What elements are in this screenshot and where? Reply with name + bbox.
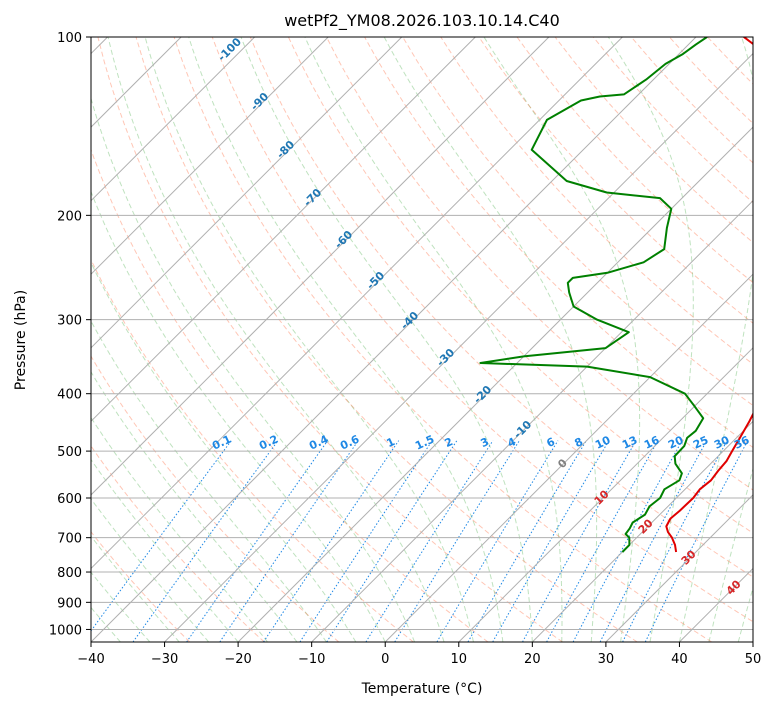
moist-adiabat — [678, 37, 753, 642]
x-tick-label: 20 — [524, 652, 541, 667]
x-tick-label: −40 — [77, 652, 104, 667]
y-tick-label: 900 — [57, 596, 82, 611]
y-tick-label: 800 — [57, 566, 82, 581]
mixing-ratio-line — [186, 440, 329, 642]
moist-adiabat — [383, 37, 598, 642]
mixing-ratio-line — [467, 440, 587, 642]
isotherm-line — [91, 37, 403, 349]
y-tick-label: 1000 — [49, 623, 82, 638]
chart-title: wetPf2_YM08.2026.103.10.14.C40 — [284, 11, 560, 31]
y-tick-label: 100 — [57, 31, 82, 46]
isotherm-line — [237, 126, 753, 642]
dry-adiabat — [326, 37, 753, 491]
y-tick-label: 700 — [57, 532, 82, 547]
y-tick-label: 600 — [57, 492, 82, 507]
moist-adiabat — [91, 416, 268, 642]
isotherm-line — [91, 37, 256, 202]
x-tick-label: 30 — [598, 652, 615, 667]
x-tick-label: 40 — [671, 652, 688, 667]
x-tick-label: −10 — [298, 652, 325, 667]
mixing-ratio-line — [299, 440, 433, 642]
x-tick-label: 50 — [745, 652, 762, 667]
grid-lines — [91, 37, 753, 642]
plot-area: -100-90-80-70-60-50-40-30-20-10010203040… — [91, 37, 753, 642]
temperature-trace — [665, 37, 753, 553]
plot-frame — [90, 36, 754, 643]
dry-adiabat — [91, 355, 340, 642]
isotherm-line — [605, 494, 753, 642]
moist-adiabat — [607, 37, 694, 642]
mixing-ratio-label: 13 — [620, 433, 639, 451]
moist-adiabats — [91, 37, 753, 642]
moist-adiabat — [304, 37, 563, 642]
mixing-ratio-label: 30 — [712, 433, 732, 451]
y-tick-label: 500 — [57, 445, 82, 460]
dry-adiabat — [91, 445, 265, 642]
x-tick-label: −20 — [224, 652, 251, 667]
isotherm-line — [164, 52, 753, 642]
dry-adiabat — [402, 37, 753, 407]
mixing-ratio-line — [492, 440, 610, 642]
isotherm-line — [384, 273, 753, 642]
isotherm-line — [311, 199, 753, 642]
moist-adiabat — [708, 467, 753, 642]
isotherm-line — [91, 37, 697, 642]
moist-adiabat — [737, 585, 753, 642]
y-axis: 100 200 300 400 500 600 700 800 900 1000 — [49, 31, 91, 638]
moist-adiabat — [91, 261, 357, 642]
mixing-ratio-line — [219, 440, 359, 642]
isotherm-line — [458, 347, 753, 642]
mixing-ratio-line — [436, 440, 559, 642]
y-tick-label: 300 — [57, 314, 82, 329]
mixing-ratio-label: 16 — [642, 433, 662, 451]
moist-adiabat — [91, 190, 386, 642]
isotherm-line — [91, 37, 476, 423]
mixing-ratio-line — [622, 440, 728, 642]
moist-adiabat — [91, 320, 327, 642]
moist-adiabat — [107, 37, 445, 642]
mixing-ratio-line — [599, 440, 708, 642]
mixing-ratio-label: 25 — [691, 433, 710, 451]
x-tick-label: 0 — [381, 652, 389, 667]
sounding-traces — [479, 37, 753, 553]
moist-adiabat — [240, 37, 533, 642]
x-tick-label: 10 — [451, 652, 468, 667]
mixing-ratio-label: 20 — [666, 433, 686, 451]
moist-adiabat — [91, 458, 239, 642]
mixing-ratio-line — [365, 440, 494, 642]
mixing-ratio-label: 10 — [593, 433, 613, 451]
dry-adiabat — [478, 37, 753, 324]
moist-adiabat — [188, 37, 504, 642]
dry-adiabat — [135, 37, 638, 642]
dry-adiabat — [91, 148, 489, 642]
dewpoint-trace — [479, 37, 708, 553]
dry-adiabats — [91, 37, 753, 642]
isotherm-line — [91, 37, 550, 496]
x-tick-label: −30 — [151, 652, 178, 667]
mixing-ratio-line — [263, 440, 400, 642]
dry-adiabat — [91, 531, 191, 642]
mixing-ratio-label: 36 — [732, 433, 752, 451]
moist-adiabat — [144, 37, 474, 642]
x-axis: −40 −30 −20 −10 0 10 20 30 40 50 — [77, 642, 761, 667]
dry-adiabat — [249, 37, 753, 578]
y-axis-label: Pressure (hPa) — [13, 290, 29, 390]
dry-adiabat — [211, 37, 753, 623]
mixing-ratio-line — [572, 440, 683, 642]
mixing-ratio-line — [326, 440, 458, 642]
x-axis-label: Temperature (°C) — [361, 681, 483, 697]
dry-adiabat — [97, 37, 563, 642]
isotherm-line — [91, 37, 623, 570]
isotherm-line — [91, 37, 329, 275]
dry-adiabat — [516, 37, 753, 284]
y-tick-label: 400 — [57, 388, 82, 403]
y-tick-label: 200 — [57, 209, 82, 224]
isotherm-line — [531, 420, 753, 642]
moist-adiabat — [483, 37, 641, 642]
